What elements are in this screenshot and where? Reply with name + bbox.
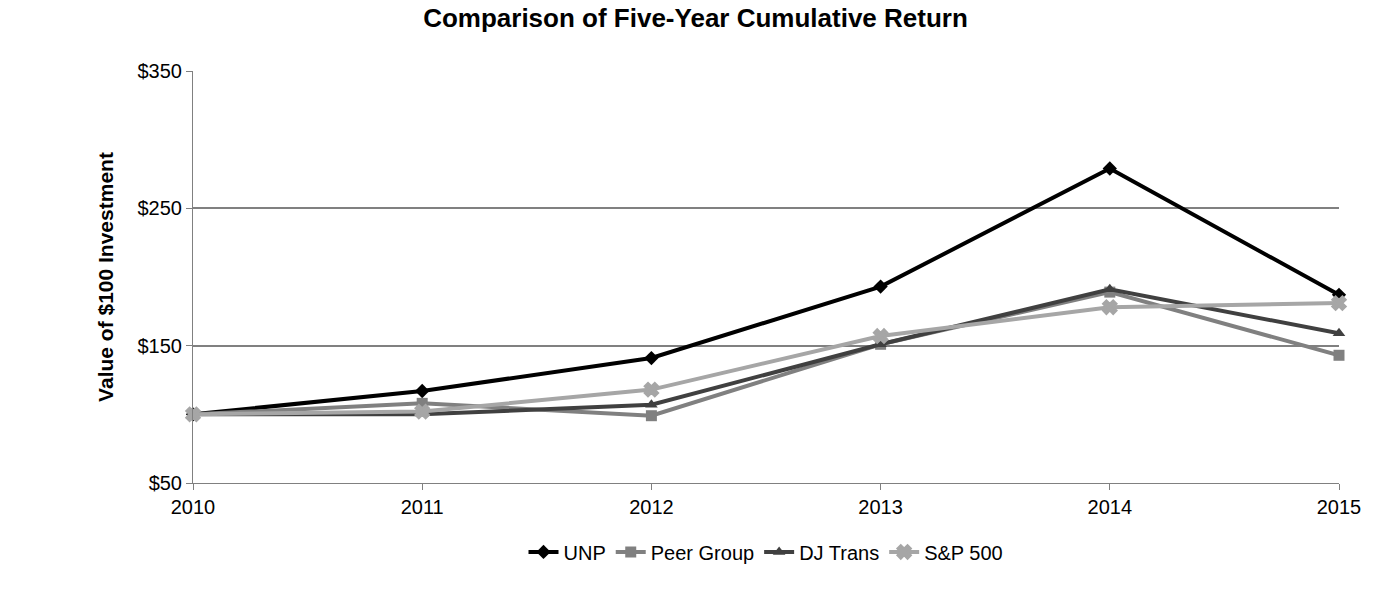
svg-text:2015: 2015 <box>1317 496 1362 518</box>
svg-text:2011: 2011 <box>401 496 444 518</box>
svg-text:S&P 500: S&P 500 <box>924 542 1003 564</box>
svg-text:DJ Trans: DJ Trans <box>799 542 879 564</box>
svg-text:Comparison of Five-Year Cumula: Comparison of Five-Year Cumulative Retur… <box>423 3 968 33</box>
svg-text:2010: 2010 <box>171 496 216 518</box>
svg-text:2012: 2012 <box>629 496 674 518</box>
svg-text:2013: 2013 <box>858 496 903 518</box>
svg-text:$50: $50 <box>149 472 182 494</box>
svg-text:Peer Group: Peer Group <box>651 542 754 564</box>
svg-text:Value of $100 Investment: Value of $100 Investment <box>94 152 117 402</box>
svg-text:$150: $150 <box>138 335 183 357</box>
svg-text:2014: 2014 <box>1088 496 1133 518</box>
svg-text:$350: $350 <box>138 60 183 82</box>
svg-text:$250: $250 <box>138 197 183 219</box>
svg-text:UNP: UNP <box>564 542 606 564</box>
